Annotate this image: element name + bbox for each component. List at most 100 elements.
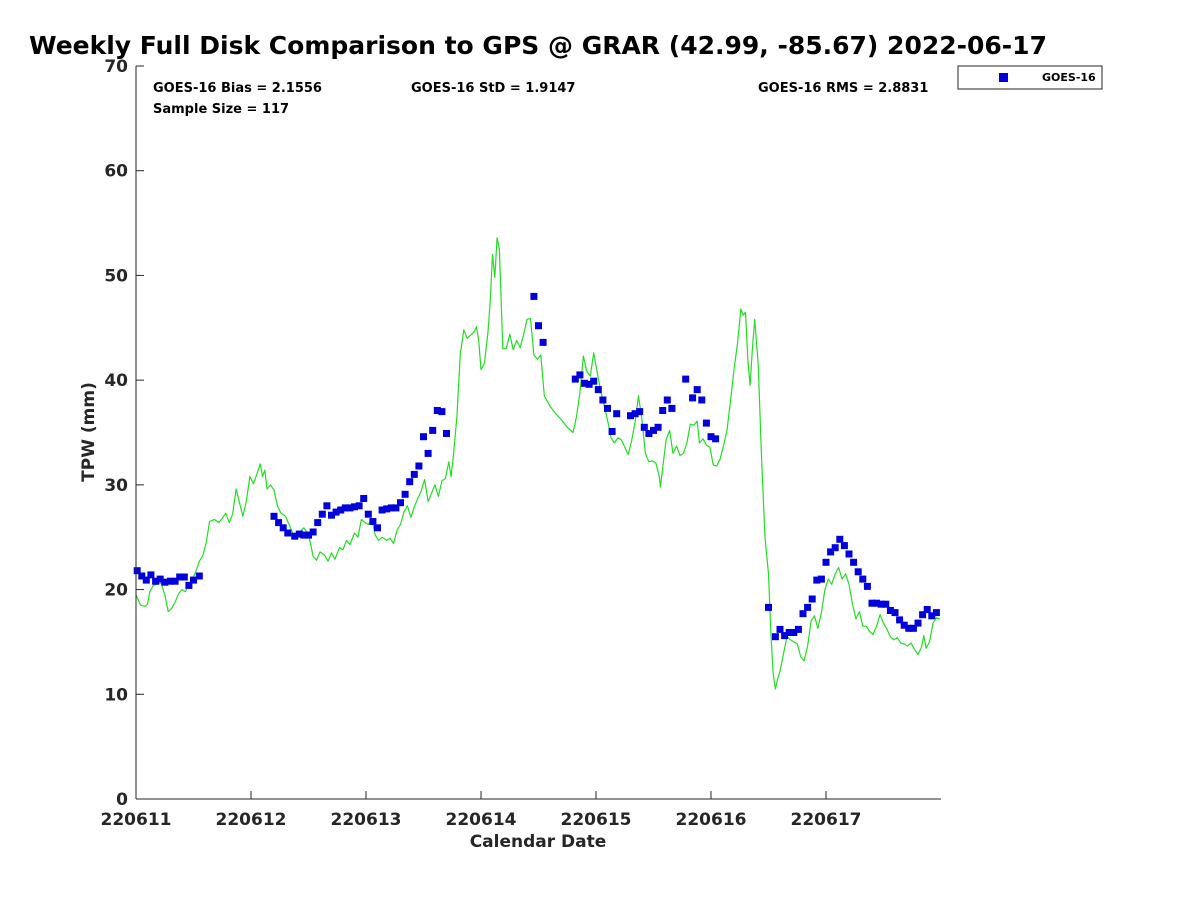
goes-16-point xyxy=(873,599,881,607)
goes-16-point xyxy=(369,518,377,525)
goes-16-point xyxy=(284,529,292,537)
goes-16-point xyxy=(387,504,395,512)
goes-16-point xyxy=(836,535,844,543)
goes-16-point xyxy=(360,495,368,502)
goes-16-point xyxy=(765,603,772,611)
x-tick-label: 220612 xyxy=(216,810,287,830)
goes-16-point xyxy=(813,576,821,584)
goes-16-point xyxy=(364,510,372,518)
chart-title: Weekly Full Disk Comparison to GPS @ GRA… xyxy=(29,31,1047,60)
goes-16-point xyxy=(631,410,639,418)
goes-16-point xyxy=(332,508,340,516)
goes-16-point xyxy=(891,609,899,617)
std-stat: GOES-16 StD = 1.9147 xyxy=(411,81,575,96)
rms-stat: GOES-16 RMS = 2.8831 xyxy=(758,81,928,96)
goes-16-point xyxy=(438,408,446,416)
goes-16-point xyxy=(374,524,381,532)
goes-16-point xyxy=(167,577,174,585)
legend-label-goes-16: GOES-16 xyxy=(1042,71,1096,84)
goes-16-point xyxy=(914,619,922,627)
goes-16-point xyxy=(702,419,710,427)
legend: GOES-16 xyxy=(957,65,1103,90)
goes-16-point xyxy=(863,582,871,590)
y-tick-label: 30 xyxy=(104,476,128,496)
goes-16-point xyxy=(433,407,441,414)
y-tick-label: 20 xyxy=(104,581,128,601)
x-tick-label: 220614 xyxy=(446,810,517,830)
goes-16-point xyxy=(640,423,648,431)
goes-16-point xyxy=(781,632,789,640)
goes-16-point xyxy=(604,404,611,412)
x-tick-label: 220611 xyxy=(101,810,172,830)
goes-16-point xyxy=(176,573,184,581)
goes-16-point xyxy=(355,502,363,510)
goes-16-point xyxy=(645,430,653,437)
goes-16-point xyxy=(831,544,839,552)
goes-16-point xyxy=(905,624,913,632)
goes-16-point xyxy=(594,386,602,394)
goes-16-point xyxy=(142,576,150,584)
goes-16-point xyxy=(401,490,409,498)
goes-16-point xyxy=(882,600,890,608)
gps-line-layer xyxy=(135,237,941,690)
goes-16-point xyxy=(337,506,345,514)
goes-16-point xyxy=(682,375,690,383)
goes-16-point xyxy=(300,531,308,539)
goes-16-point xyxy=(608,428,616,435)
goes-16-point xyxy=(613,410,621,418)
goes-16-point xyxy=(636,408,644,416)
goes-16-point xyxy=(156,575,164,583)
goes-16-point xyxy=(845,550,853,558)
goes-16-point xyxy=(539,338,547,346)
plot-area xyxy=(133,66,941,800)
goes-16-point xyxy=(295,530,303,538)
y-tick-label: 70 xyxy=(104,57,128,77)
goes-16-point xyxy=(279,524,287,532)
goes-16-point xyxy=(928,612,936,620)
x-tick-label: 220617 xyxy=(791,810,862,830)
y-tick-label: 40 xyxy=(104,371,128,391)
goes-16-point xyxy=(406,478,414,486)
x-tick-label: 220615 xyxy=(561,810,632,830)
goes-16-point xyxy=(341,504,349,512)
goes-16-point xyxy=(275,519,283,527)
goes-16-point xyxy=(410,470,418,478)
goes-16-point xyxy=(886,607,894,614)
goes-16-point xyxy=(590,377,598,385)
goes-16-point xyxy=(900,621,908,629)
goes-16-point xyxy=(305,531,312,539)
goes-16-point xyxy=(378,506,386,514)
goes-16-point xyxy=(383,505,391,513)
goes-16-point xyxy=(424,449,432,457)
goes-16-point xyxy=(932,609,940,617)
goes-16-point xyxy=(133,567,141,575)
goes-16-point xyxy=(415,462,423,470)
goes-16-point xyxy=(850,558,858,566)
sample-size-stat: Sample Size = 117 xyxy=(153,102,289,117)
goes-16-point xyxy=(827,548,835,556)
plot-background xyxy=(136,66,941,799)
goes-16-point xyxy=(712,435,720,443)
gps-tpw-line xyxy=(135,237,941,690)
goes-16-point xyxy=(351,503,358,511)
y-tick-label: 0 xyxy=(116,790,128,810)
x-tick-label: 220613 xyxy=(331,810,402,830)
goes-16-point xyxy=(923,606,931,613)
y-axis-ticks: 0 10 20 30 40 50 60 70 xyxy=(104,57,144,810)
goes-16-point xyxy=(161,578,169,586)
goes-16-point xyxy=(785,629,793,636)
goes-16-point xyxy=(323,502,331,510)
x-axis-label: Calendar Date xyxy=(470,832,607,852)
goes-16-point xyxy=(663,396,671,404)
goes-16-point xyxy=(397,499,404,507)
goes-16-point xyxy=(668,404,676,412)
goes-16-point xyxy=(804,603,812,611)
bias-stat: GOES-16 Bias = 2.1556 xyxy=(153,81,322,96)
x-axis-ticks: 220611 220612 220613 220614 220615 220616 2206… xyxy=(101,791,862,830)
goes-16-point xyxy=(771,633,779,641)
goes-16-point xyxy=(138,572,146,580)
goes-16-point xyxy=(443,430,450,437)
goes-16-point xyxy=(195,572,203,580)
x-tick-label: 220616 xyxy=(676,810,747,830)
